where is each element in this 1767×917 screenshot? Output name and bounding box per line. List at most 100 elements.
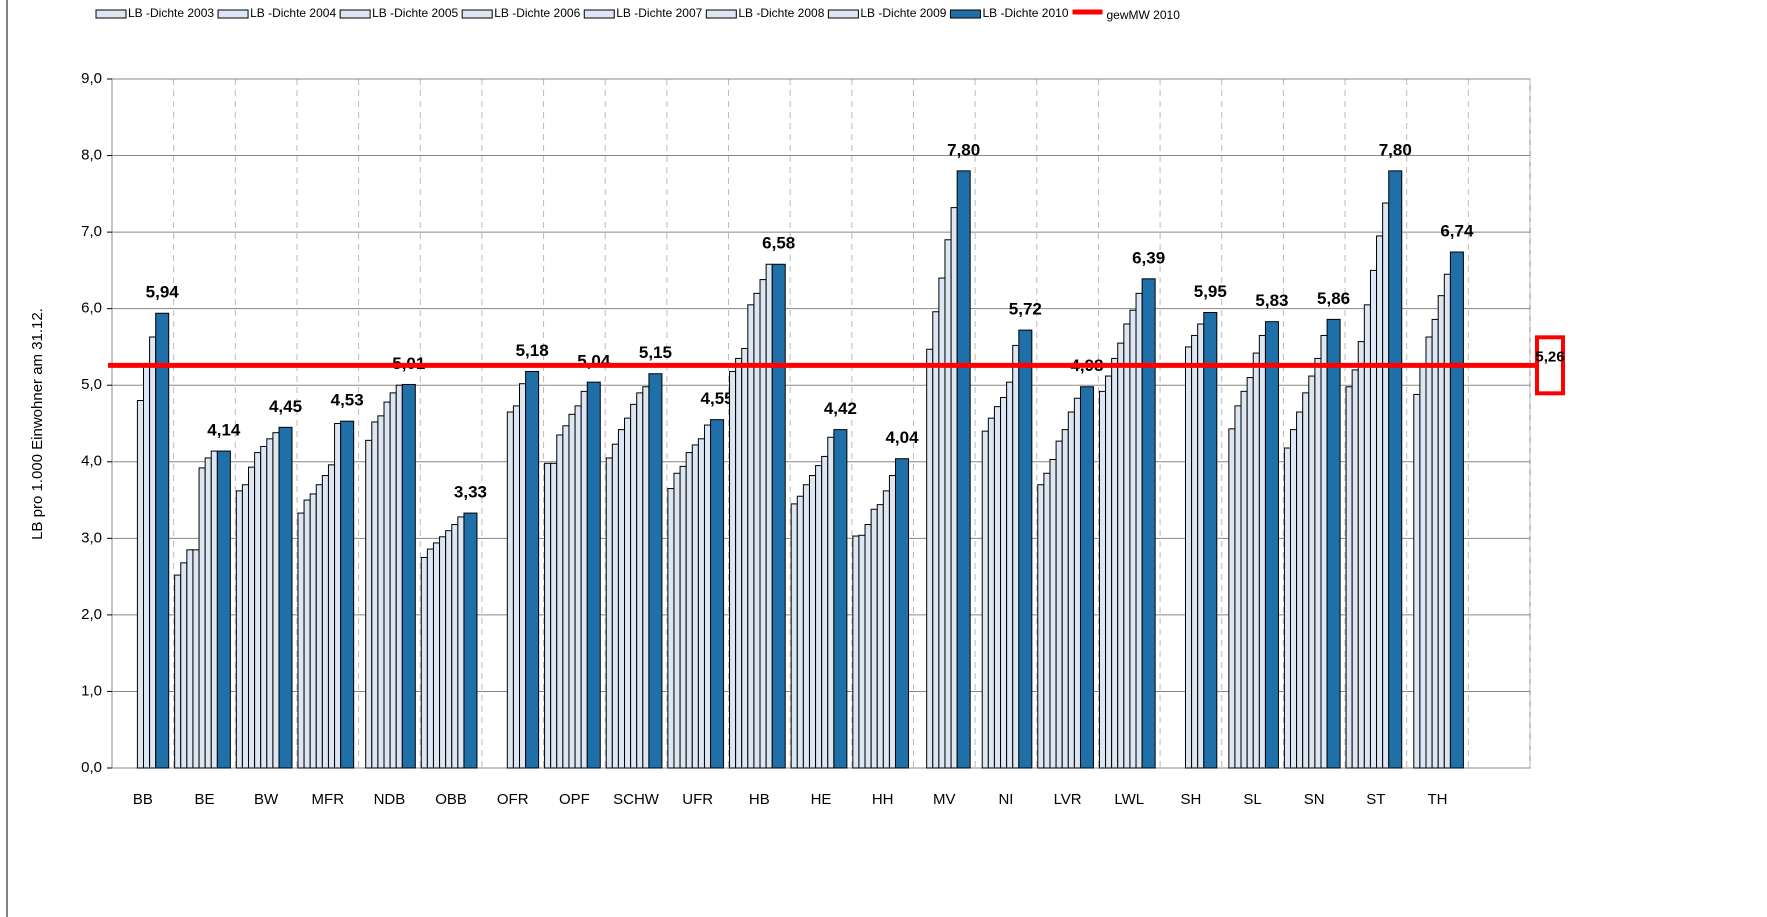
bar bbox=[747, 304, 755, 769]
bar bbox=[1012, 344, 1020, 769]
reference-label-box bbox=[1535, 335, 1565, 396]
bar bbox=[235, 490, 243, 769]
bar bbox=[303, 499, 311, 769]
bar bbox=[278, 426, 293, 769]
legend-swatch bbox=[705, 9, 737, 19]
bar bbox=[1105, 375, 1113, 769]
x-tick-label: NI bbox=[998, 791, 1013, 808]
legend-label: LB -Dichte 2005 bbox=[372, 6, 458, 20]
bar bbox=[667, 488, 675, 769]
bar bbox=[186, 549, 194, 769]
bar bbox=[556, 434, 564, 769]
bar bbox=[815, 465, 823, 769]
bar bbox=[938, 277, 946, 769]
y-tick-label: 0,0 bbox=[81, 759, 102, 776]
bar bbox=[1073, 397, 1081, 769]
x-tick-label: HE bbox=[811, 791, 832, 808]
data-label: 4,53 bbox=[331, 391, 364, 410]
bar bbox=[1184, 346, 1193, 769]
bar bbox=[395, 384, 403, 769]
legend-swatch bbox=[339, 9, 371, 19]
bar bbox=[1129, 309, 1137, 769]
bar bbox=[1326, 318, 1341, 769]
data-label: 4,55 bbox=[701, 389, 734, 408]
bar bbox=[544, 462, 552, 769]
x-tick-label: LWL bbox=[1114, 791, 1144, 808]
x-tick-label: OFR bbox=[497, 791, 529, 808]
bar bbox=[858, 534, 866, 769]
y-tick-label: 3,0 bbox=[81, 529, 102, 546]
bar bbox=[888, 475, 897, 769]
data-label: 4,04 bbox=[885, 428, 919, 447]
bar bbox=[1357, 341, 1365, 769]
legend-swatch bbox=[217, 9, 249, 19]
bar bbox=[1351, 369, 1359, 769]
x-tick-label: ST bbox=[1366, 791, 1385, 808]
bar bbox=[1234, 405, 1242, 769]
bar bbox=[180, 562, 188, 769]
data-label: 5,95 bbox=[1194, 282, 1227, 301]
bar bbox=[993, 406, 1002, 769]
bar bbox=[703, 424, 712, 769]
y-tick-label: 7,0 bbox=[81, 223, 102, 240]
bar bbox=[457, 516, 465, 769]
x-tick-label: OBB bbox=[435, 791, 467, 808]
bar bbox=[198, 467, 206, 769]
data-label: 6,74 bbox=[1440, 221, 1474, 240]
bar bbox=[1258, 334, 1266, 769]
x-tick-label: BE bbox=[194, 791, 214, 808]
legend-swatch bbox=[95, 9, 127, 19]
bar bbox=[315, 484, 323, 769]
data-label: 4,42 bbox=[824, 399, 857, 418]
bar bbox=[741, 347, 749, 769]
bar bbox=[1228, 428, 1236, 769]
bar bbox=[1037, 484, 1045, 769]
bar bbox=[821, 455, 829, 769]
reference-label: 5,26 bbox=[1535, 348, 1564, 365]
bar bbox=[1141, 278, 1156, 769]
bar bbox=[426, 548, 434, 769]
legend-swatch bbox=[949, 9, 981, 19]
bar bbox=[870, 508, 878, 769]
bar bbox=[574, 405, 582, 769]
bar bbox=[790, 503, 798, 769]
bar bbox=[944, 239, 952, 769]
bar bbox=[216, 450, 231, 769]
bar bbox=[1425, 336, 1433, 769]
bar bbox=[648, 373, 663, 769]
bar bbox=[241, 484, 250, 769]
bar bbox=[1302, 392, 1310, 769]
bar bbox=[586, 381, 601, 769]
bar bbox=[439, 536, 447, 769]
bar bbox=[1098, 390, 1107, 769]
bar bbox=[1055, 440, 1063, 769]
bar bbox=[1203, 311, 1218, 769]
bar bbox=[174, 574, 182, 769]
bar bbox=[1413, 393, 1421, 769]
bar bbox=[297, 512, 305, 769]
bar bbox=[1197, 323, 1205, 769]
data-label: 6,39 bbox=[1132, 248, 1165, 267]
bar bbox=[309, 493, 317, 769]
bar bbox=[827, 436, 835, 769]
bar bbox=[1079, 386, 1094, 769]
legend-label: LB -Dichte 2006 bbox=[494, 6, 580, 20]
legend-swatch bbox=[461, 9, 493, 19]
bar bbox=[149, 336, 157, 769]
bar bbox=[1431, 318, 1439, 769]
data-label: 5,18 bbox=[516, 341, 549, 360]
bar bbox=[143, 365, 151, 769]
bar bbox=[192, 549, 200, 769]
bar bbox=[1369, 269, 1378, 769]
bar bbox=[377, 415, 385, 769]
bar bbox=[272, 432, 280, 769]
bar bbox=[1006, 381, 1014, 769]
bar bbox=[1320, 334, 1328, 769]
bar bbox=[759, 279, 767, 769]
data-label: 5,15 bbox=[639, 343, 672, 362]
x-tick-label: UFR bbox=[682, 791, 713, 808]
bar bbox=[389, 392, 397, 769]
bar bbox=[136, 400, 144, 769]
bar bbox=[679, 465, 687, 769]
bar bbox=[401, 383, 416, 769]
